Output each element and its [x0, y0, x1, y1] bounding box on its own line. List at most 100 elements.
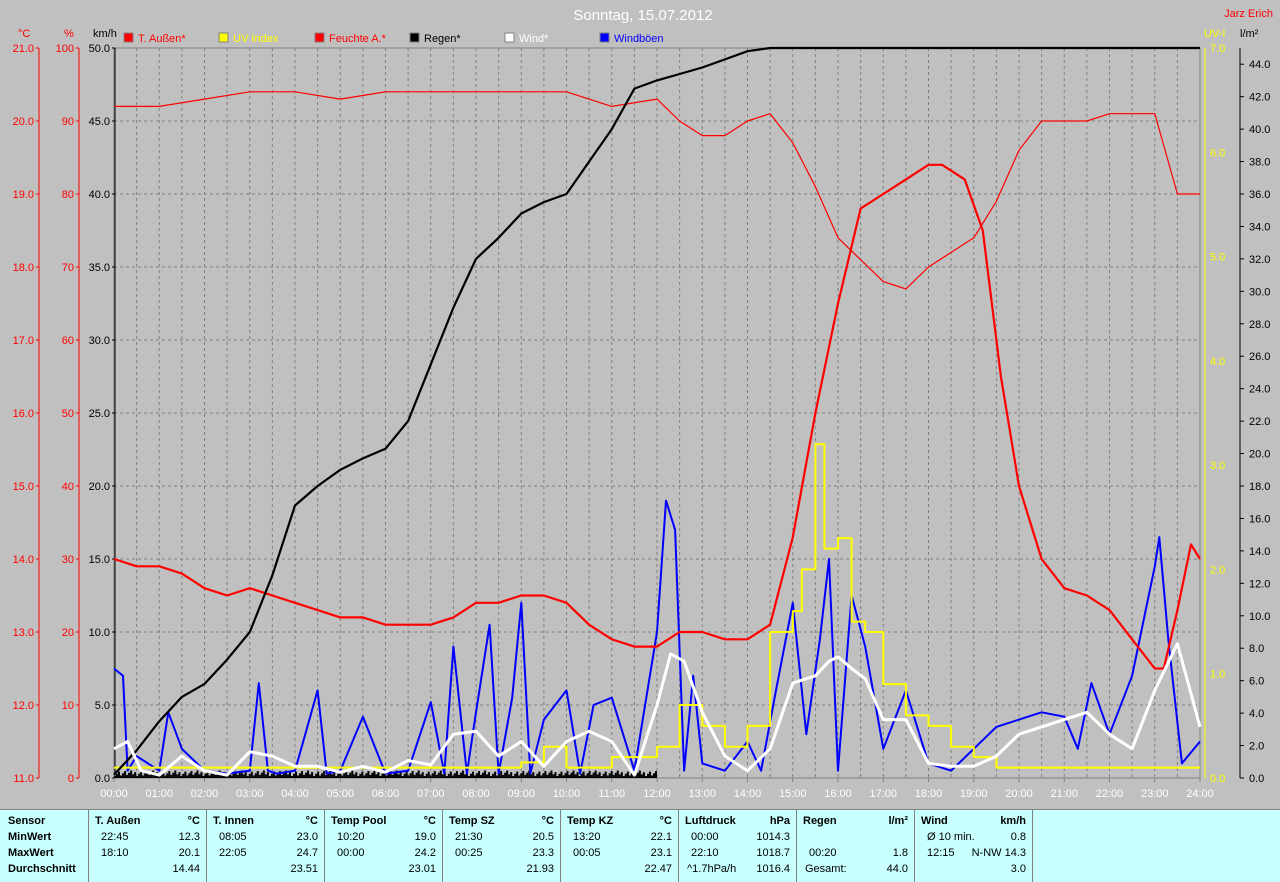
- rain-bar: [116, 773, 119, 778]
- rain-tick-label: 18.0: [1249, 481, 1270, 493]
- stats-min-value: 19.0: [414, 831, 436, 843]
- rain-bar: [590, 774, 593, 778]
- x-tick-label: 11:00: [598, 788, 625, 800]
- rain-bar: [337, 773, 340, 778]
- rain-bar: [122, 773, 125, 778]
- rain-bar: [367, 771, 370, 778]
- legend-swatch: [409, 32, 420, 43]
- rain-bar: [500, 771, 503, 778]
- rain-bar: [518, 775, 521, 778]
- rain-bar: [323, 771, 326, 778]
- humidity-tick-label: 80: [62, 189, 74, 201]
- stats-header-row: Temp Pool °C: [325, 815, 442, 831]
- stats-header-row: T. Außen °C: [89, 815, 206, 831]
- rain-bar: [588, 771, 591, 778]
- rain-tick-label: 44.0: [1249, 59, 1270, 71]
- rain-bar: [638, 770, 641, 778]
- stats-min-value: 23.0: [296, 831, 318, 843]
- rain-bar: [622, 776, 625, 778]
- stats-header-row: Luftdruck hPa: [679, 815, 796, 831]
- stats-max-time: 22:05: [219, 847, 247, 859]
- rain-bar: [333, 772, 336, 778]
- rain-bar: [349, 772, 352, 778]
- rain-bar: [397, 774, 400, 778]
- rain-bar: [560, 771, 563, 778]
- uv-tick-label: 2.0: [1210, 564, 1225, 576]
- rain-bar: [242, 774, 245, 778]
- rain-bar: [216, 772, 219, 778]
- rain-bar: [248, 773, 251, 778]
- rain-bar: [238, 772, 241, 778]
- rain-bar: [286, 774, 289, 778]
- x-tick-label: 13:00: [688, 788, 716, 800]
- rain-bar: [654, 771, 657, 778]
- rain-bar: [480, 774, 483, 778]
- stats-max-time: 00:20: [809, 847, 837, 859]
- stats-header-row: Wind km/h: [915, 815, 1032, 831]
- stats-avg-row: 23.01: [325, 863, 442, 879]
- rain-bar: [295, 771, 297, 778]
- rain-bar: [170, 774, 173, 778]
- rain-bar: [626, 771, 629, 778]
- humidity-tick-label: 30: [62, 554, 74, 566]
- rain-bar: [198, 774, 201, 778]
- stats-max-value: 20.1: [178, 847, 200, 859]
- rain-bar: [124, 771, 127, 778]
- rain-bar: [572, 770, 575, 778]
- stats-row-label: Durchschnitt: [0, 863, 88, 879]
- stats-max-time: 00:05: [573, 847, 601, 859]
- rain-bar: [624, 773, 627, 778]
- x-tick-label: 21:00: [1050, 788, 1078, 800]
- humidity-tick-label: 70: [62, 262, 74, 274]
- wind-tick-label: 45.0: [89, 116, 110, 128]
- rain-bar: [584, 775, 587, 778]
- rain-bar: [361, 771, 364, 778]
- rain-bar: [130, 770, 133, 778]
- rain-bar: [628, 775, 631, 778]
- wind-tick-label: 25.0: [89, 408, 110, 420]
- legend-swatch: [218, 32, 229, 43]
- rain-axis-unit: l/m²: [1240, 28, 1259, 40]
- rain-tick-label: 26.0: [1249, 351, 1270, 363]
- rain-bar: [244, 772, 247, 778]
- rain-bar: [562, 775, 565, 778]
- stats-max-row: 00:25 23.3: [443, 847, 560, 863]
- rain-bar: [341, 775, 344, 778]
- rain-bar: [614, 772, 617, 778]
- axes: 21.0 20.0 19.0 18.0 17.0 16.0 15.0 14.0 13.0 12.0…: [13, 28, 1271, 800]
- x-tick-label: 07:00: [417, 788, 445, 800]
- chart-title: Sonntag, 15.07.2012: [573, 7, 712, 24]
- rain-bar: [313, 776, 316, 778]
- rain-bar: [351, 770, 354, 778]
- rain-bar: [504, 772, 507, 778]
- stats-avg-value: 3.0: [1010, 863, 1026, 875]
- rain-bar: [516, 771, 519, 778]
- rain-bar: [162, 771, 165, 778]
- rain-bar: [270, 773, 273, 778]
- rain-bar: [463, 774, 466, 778]
- rain-bar: [200, 772, 203, 778]
- rain-bar: [411, 771, 414, 778]
- rain-bar: [510, 772, 513, 778]
- rain-bar: [596, 774, 599, 778]
- rain-tick-label: 14.0: [1249, 546, 1270, 558]
- rain-bar: [520, 773, 523, 778]
- rain-tick-label: 20.0: [1249, 449, 1270, 461]
- stats-label-column: Sensor MinWert MaxWert Durchschnitt: [0, 810, 89, 882]
- rain-bar: [524, 774, 527, 778]
- series-line-feuchte-a: [114, 91, 1200, 290]
- stats-min-value: 20.5: [532, 831, 554, 843]
- rain-bar: [522, 771, 525, 778]
- wind-tick-label: 15.0: [89, 554, 110, 566]
- rain-bar: [564, 773, 567, 778]
- rain-bar: [210, 773, 213, 778]
- rain-bar: [144, 773, 147, 778]
- stats-avg-value: 21.93: [526, 863, 554, 875]
- author-label: Jarz Erich: [1224, 8, 1273, 20]
- stats-min-time: 00:00: [691, 831, 719, 843]
- temp-tick-label: 21.0: [13, 43, 34, 55]
- rain-bar: [407, 775, 410, 778]
- stats-sensor-unit: °C: [659, 815, 672, 827]
- stats-min-row: Ø 10 min. 0.8: [915, 831, 1032, 847]
- stats-avg-row: 21.93: [443, 863, 560, 879]
